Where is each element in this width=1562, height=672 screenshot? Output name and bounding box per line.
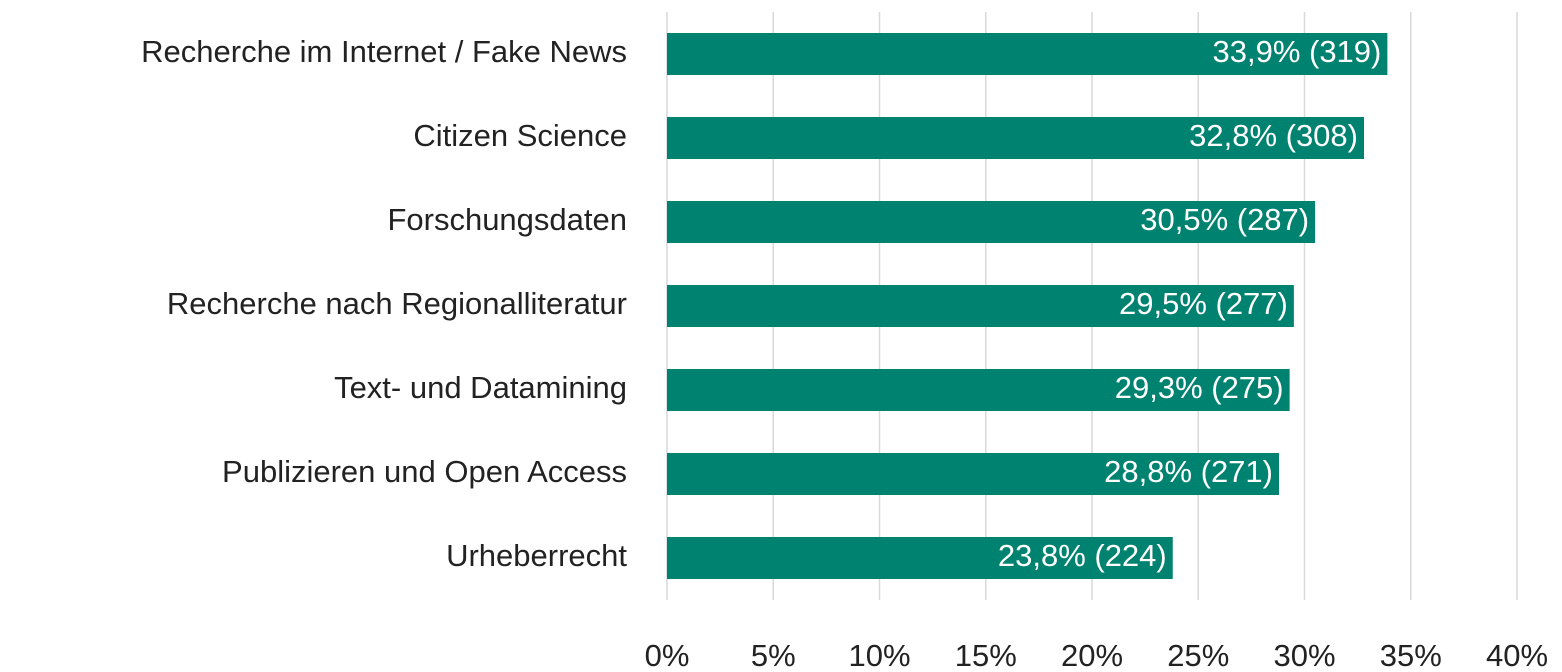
bar [667, 285, 1294, 327]
data-label: 29,3% (275) [1115, 370, 1284, 405]
data-label: 23,8% (224) [998, 538, 1167, 573]
data-label: 28,8% (271) [1104, 454, 1273, 489]
x-tick-label: 40% [1486, 638, 1548, 672]
bar [667, 369, 1290, 411]
y-tick-label: Forschungsdaten [387, 202, 627, 237]
y-tick-label: Citizen Science [413, 118, 627, 153]
bar [667, 453, 1279, 495]
x-tick-label: 0% [645, 638, 690, 672]
y-tick-label: Urheberrecht [446, 538, 627, 573]
bar [667, 33, 1388, 75]
bar [667, 537, 1173, 579]
x-tick-label: 15% [955, 638, 1017, 672]
data-label: 29,5% (277) [1119, 286, 1288, 321]
x-tick-label: 35% [1380, 638, 1442, 672]
y-tick-label: Recherche nach Regionalliteratur [167, 286, 627, 321]
x-tick-label: 25% [1167, 638, 1229, 672]
y-tick-label: Text- und Datamining [334, 370, 627, 405]
data-label: 30,5% (287) [1140, 202, 1309, 237]
x-tick-label: 20% [1061, 638, 1123, 672]
y-tick-label: Recherche im Internet / Fake News [141, 34, 627, 69]
bar [667, 117, 1364, 159]
y-tick-label: Publizieren und Open Access [222, 454, 627, 489]
x-tick-label: 10% [848, 638, 910, 672]
bar [667, 201, 1316, 243]
x-tick-label: 30% [1273, 638, 1335, 672]
data-label: 33,9% (319) [1212, 34, 1381, 69]
x-tick-label: 5% [751, 638, 796, 672]
data-label: 32,8% (308) [1189, 118, 1358, 153]
